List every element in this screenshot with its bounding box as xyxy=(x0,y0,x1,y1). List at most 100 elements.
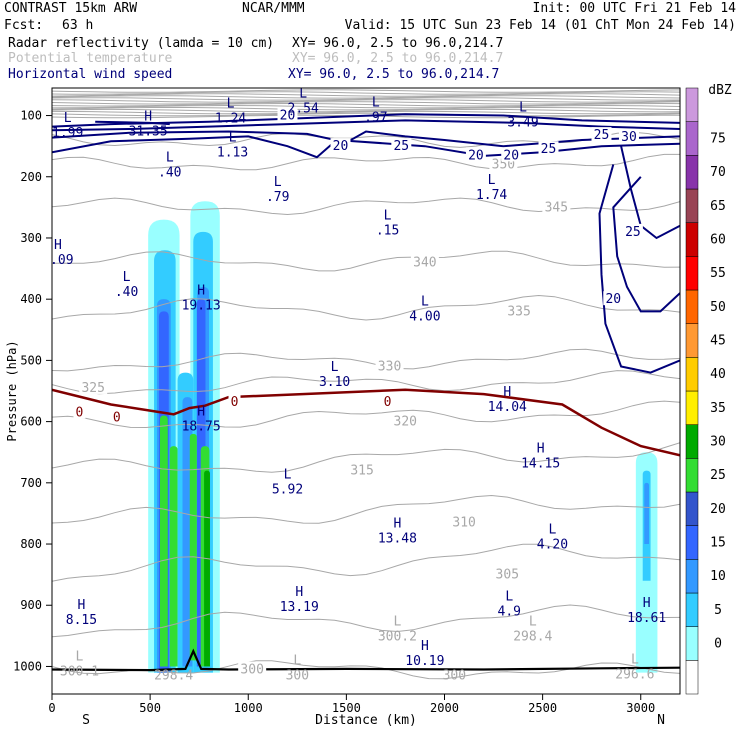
theta-label-bg-0 xyxy=(391,413,420,428)
theta-label-0: 320 xyxy=(394,415,417,430)
colorbar-swatch-3 xyxy=(685,559,699,594)
y-tick-label-9: 1000 xyxy=(13,659,42,673)
extremum-type-0: L xyxy=(299,86,307,101)
colorbar-label-1: 5 xyxy=(714,603,722,618)
extremum-type-15: L xyxy=(331,360,339,375)
extremum-value-1: .97 xyxy=(364,110,387,125)
colorbar-swatch-15 xyxy=(685,155,699,190)
theta-strat-4 xyxy=(52,97,680,101)
freezing-label-3: 0 xyxy=(384,395,392,410)
colorbar-swatch-9 xyxy=(685,357,699,392)
wind-label-6: 25 xyxy=(594,128,610,143)
theta-label-9: 305 xyxy=(496,568,519,583)
theta-contour-11 xyxy=(52,153,680,171)
extremum-type-1: L xyxy=(372,95,380,110)
extremum-type-4: L xyxy=(64,111,72,126)
extremum-type-20: H xyxy=(393,517,401,532)
theta-label-bg-2 xyxy=(505,303,534,318)
colorbar-label-8: 40 xyxy=(710,367,726,382)
extremum-type-5: H xyxy=(144,110,152,125)
wind-label-bg-6 xyxy=(591,127,612,142)
extremum-value-10: .15 xyxy=(376,224,399,239)
wind-contour-2 xyxy=(52,130,680,148)
field-xy-wind: XY= 96.0, 2.5 to 96.0,214.7 xyxy=(288,67,499,82)
colorbar-swatch-14 xyxy=(685,188,699,223)
theta-extremum-value-1: 300.2 xyxy=(378,630,417,645)
contour-labels: 3203303353403453503253153103053002025202… xyxy=(73,107,643,678)
y-tick-label-1: 200 xyxy=(20,170,42,184)
theta-extremum-type-1: L xyxy=(393,615,401,630)
theta-strat-5 xyxy=(52,99,680,103)
theta-contour-4 xyxy=(52,442,680,473)
reflectivity-cell-14 xyxy=(204,470,210,667)
fcst-label: Fcst: xyxy=(4,18,43,33)
extremum-type-2: L xyxy=(227,97,235,112)
extremum-type-10: L xyxy=(384,209,392,224)
wind-contour-0 xyxy=(52,113,680,128)
theta-strat-10 xyxy=(52,108,680,113)
colorbar-label-7: 35 xyxy=(710,401,726,416)
theta-label-bg-4 xyxy=(542,199,571,214)
extremum-type-3: L xyxy=(519,100,527,115)
extremum-value-3: 3.49 xyxy=(507,115,538,130)
wind-label-1: 25 xyxy=(393,139,409,154)
theta-label-bg-1 xyxy=(375,358,404,373)
colorbar-swatch-16 xyxy=(685,121,699,156)
colorbar-label-14: 70 xyxy=(710,165,726,180)
colorbar-swatch-2 xyxy=(685,592,699,627)
colorbar-label-4: 20 xyxy=(710,502,726,517)
colorbar-swatch-10 xyxy=(685,323,699,358)
theta-label-2: 335 xyxy=(507,304,530,319)
wind-label-9: 20 xyxy=(605,292,621,307)
colorbar-swatch-1 xyxy=(685,626,699,661)
colorbar-label-11: 55 xyxy=(710,266,726,281)
extremum-type-22: H xyxy=(78,598,86,613)
reflectivity-cell-17 xyxy=(644,482,649,545)
theta-extremum-value-5: 298.4 xyxy=(154,669,193,684)
extremum-value-21: 4.20 xyxy=(537,538,568,553)
extremum-type-11: H xyxy=(54,238,62,253)
freezing-label-bg-1 xyxy=(110,409,123,424)
wind-label-bg-8 xyxy=(622,223,643,238)
theta-label-bg-9 xyxy=(493,566,522,581)
extremum-type-24: L xyxy=(505,589,513,604)
colorbar-label-0: 0 xyxy=(714,637,722,652)
theta-contour-12 xyxy=(52,131,680,148)
extremum-value-14: 4.00 xyxy=(409,309,440,324)
extremum-value-9: 1.74 xyxy=(476,188,507,203)
x-tick-label-2: 1000 xyxy=(234,701,263,715)
extremum-value-8: .79 xyxy=(266,190,289,205)
extremum-value-2: 1.24 xyxy=(215,112,246,127)
colorbar-swatch-17 xyxy=(685,87,699,122)
colorbar-label-6: 30 xyxy=(710,435,726,450)
theta-label-bg-8 xyxy=(450,514,479,529)
model-title: CONTRAST 15km ARW xyxy=(4,1,137,16)
freezing-label-0: 0 xyxy=(76,405,84,420)
x-tick-label-3: 1500 xyxy=(332,701,361,715)
extremum-type-13: H xyxy=(197,283,205,298)
freezing-label-bg-3 xyxy=(381,394,394,409)
extremum-value-16: 14.04 xyxy=(488,400,527,415)
theta-label-8: 310 xyxy=(452,516,475,531)
colorbar-swatch-7 xyxy=(685,424,699,459)
theta-contour-7 xyxy=(52,348,680,372)
field-xy-theta: XY= 96.0, 2.5 to 96.0,214.7 xyxy=(292,51,503,66)
theta-contour-5 xyxy=(52,400,680,429)
extremum-type-21: L xyxy=(549,523,557,538)
colorbar: dBZ 0 5 10 15 20 25 30 35 40 45 50 55 60 65 70 75 xyxy=(685,83,732,695)
extremum-value-7: .40 xyxy=(158,166,181,181)
extremum-value-22: 8.15 xyxy=(66,613,97,628)
theta-strat-6 xyxy=(52,101,680,105)
colorbar-label-15: 75 xyxy=(710,132,726,147)
theta-strat-0 xyxy=(52,89,680,93)
y-tick-label-3: 400 xyxy=(20,292,42,306)
extremum-value-25: 18.61 xyxy=(627,611,666,626)
freezing-line xyxy=(52,388,680,457)
colorbar-swatch-8 xyxy=(685,390,699,425)
freezing-label-2: 0 xyxy=(231,395,239,410)
theta-extremum-value-6: 300 xyxy=(443,669,466,684)
colorbar-swatch-12 xyxy=(685,256,699,291)
extremum-value-6: 1.13 xyxy=(217,145,248,160)
